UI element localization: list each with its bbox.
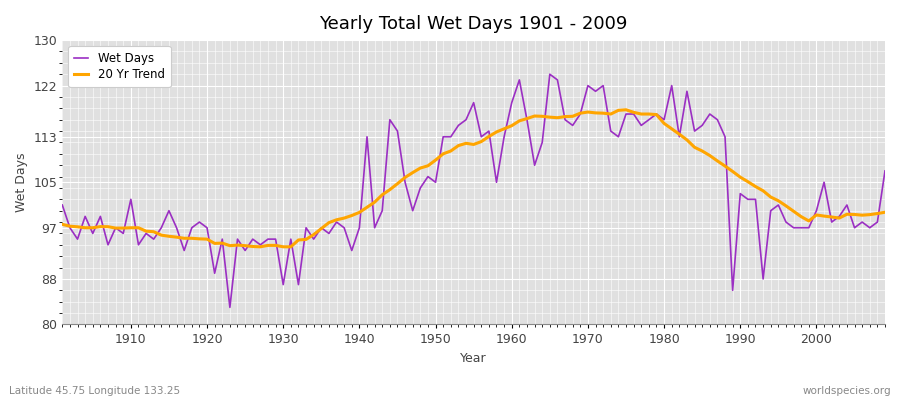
- 20 Yr Trend: [606, 112, 616, 116]
- 20 Yr Trend: [514, 118, 525, 123]
- 20 Yr Trend: [507, 123, 517, 128]
- 20 Yr Trend: [293, 238, 304, 242]
- Wet Days: [118, 231, 129, 236]
- Title: Yearly Total Wet Days 1901 - 2009: Yearly Total Wet Days 1901 - 2009: [320, 15, 628, 33]
- Wet Days: [879, 168, 890, 173]
- 20 Yr Trend: [57, 222, 68, 227]
- 20 Yr Trend: [879, 210, 890, 215]
- Line: 20 Yr Trend: 20 Yr Trend: [62, 110, 885, 247]
- 20 Yr Trend: [621, 107, 632, 112]
- Text: Latitude 45.75 Longitude 133.25: Latitude 45.75 Longitude 133.25: [9, 386, 180, 396]
- 20 Yr Trend: [255, 244, 266, 249]
- Wet Days: [613, 134, 624, 139]
- 20 Yr Trend: [118, 226, 129, 230]
- Line: Wet Days: Wet Days: [62, 74, 885, 307]
- Y-axis label: Wet Days: Wet Days: [15, 152, 28, 212]
- X-axis label: Year: Year: [460, 352, 487, 365]
- Legend: Wet Days, 20 Yr Trend: Wet Days, 20 Yr Trend: [68, 46, 171, 87]
- Wet Days: [224, 305, 235, 310]
- Wet Days: [514, 78, 525, 82]
- Wet Days: [544, 72, 555, 77]
- Text: worldspecies.org: worldspecies.org: [803, 386, 891, 396]
- Wet Days: [57, 203, 68, 208]
- 20 Yr Trend: [338, 216, 349, 220]
- Wet Days: [293, 282, 304, 287]
- Wet Days: [507, 100, 517, 105]
- Wet Days: [338, 225, 349, 230]
